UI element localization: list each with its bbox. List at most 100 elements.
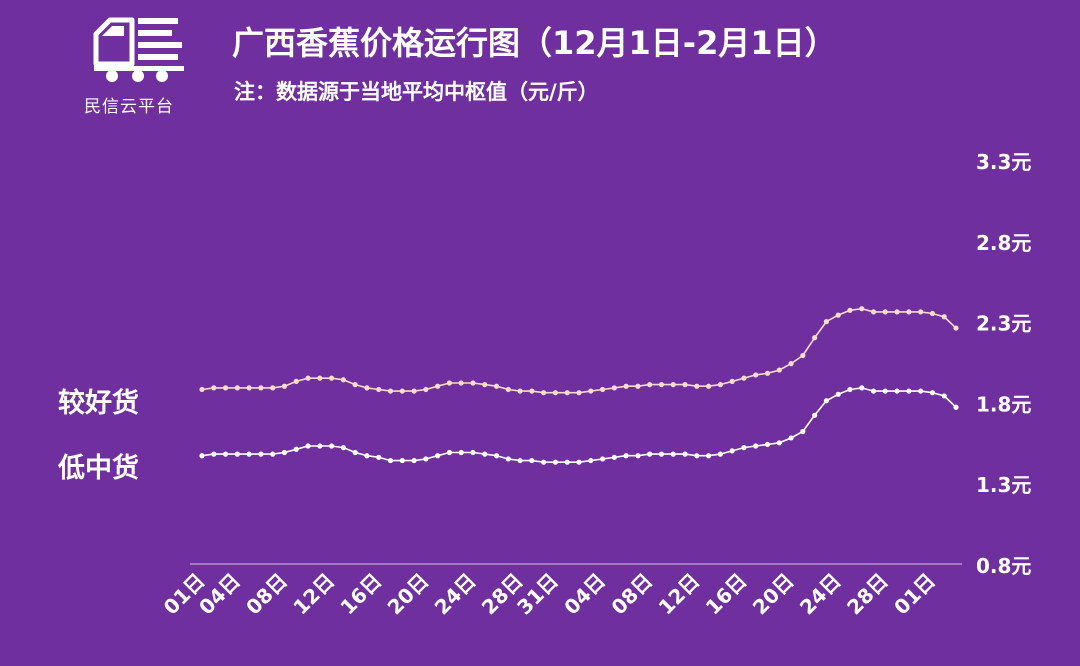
- data-point: [435, 453, 441, 459]
- chart-title: 广西香蕉价格运行图（12月1日-2月1日）: [232, 24, 837, 62]
- series-label-lower: 低中货: [58, 453, 139, 484]
- data-point: [906, 309, 912, 315]
- chart-subtitle: 注：数据源于当地平均中枢值（元/斤）: [234, 80, 599, 104]
- data-point: [446, 449, 453, 456]
- data-point: [800, 428, 806, 435]
- data-point: [823, 319, 830, 325]
- data-point: [635, 383, 641, 389]
- data-point: [517, 388, 523, 394]
- data-point: [588, 388, 594, 394]
- data-point: [776, 440, 782, 446]
- y-tick-label: 0.8元: [976, 554, 1031, 578]
- data-point: [199, 386, 205, 393]
- data-point: [611, 454, 617, 460]
- data-point: [552, 459, 559, 465]
- data-point: [753, 443, 759, 449]
- x-tick-label: 12日: [288, 569, 339, 620]
- y-tick-label: 2.3元: [976, 312, 1031, 336]
- data-point: [623, 383, 629, 389]
- data-point: [317, 375, 323, 381]
- x-tick-label: 01日: [889, 569, 940, 620]
- data-point: [918, 388, 924, 394]
- data-point: [364, 385, 370, 391]
- y-tick-label: 1.3元: [976, 473, 1031, 497]
- data-point: [446, 380, 453, 386]
- data-point: [929, 390, 936, 396]
- data-point: [953, 325, 959, 331]
- data-point: [505, 456, 511, 462]
- brand-logo: 民信云平台: [78, 12, 198, 117]
- data-point: [788, 361, 794, 367]
- data-point: [588, 457, 594, 464]
- data-point: [694, 383, 700, 389]
- data-point: [529, 388, 535, 394]
- data-point: [599, 456, 606, 462]
- x-tick-label: 08日: [606, 569, 657, 620]
- data-point: [328, 375, 335, 381]
- x-tick-label: 04日: [194, 569, 245, 620]
- data-point: [281, 383, 288, 389]
- data-point: [764, 441, 771, 448]
- data-point: [211, 385, 217, 391]
- data-point: [564, 390, 570, 396]
- data-point: [246, 451, 252, 457]
- data-point: [517, 457, 523, 464]
- data-point: [694, 453, 700, 459]
- data-point: [541, 390, 547, 396]
- data-point: [211, 451, 217, 457]
- data-point: [364, 453, 370, 459]
- data-point: [859, 385, 865, 391]
- data-point: [835, 312, 841, 318]
- data-point: [753, 372, 759, 378]
- data-point: [387, 388, 394, 394]
- data-point: [435, 383, 441, 389]
- data-point: [376, 386, 382, 393]
- data-point: [847, 307, 853, 313]
- data-point: [882, 309, 888, 315]
- data-point: [682, 382, 688, 388]
- data-point: [729, 378, 735, 384]
- data-point: [281, 449, 288, 456]
- data-point: [576, 390, 582, 396]
- data-point: [823, 398, 830, 404]
- data-point: [270, 451, 276, 457]
- data-point: [352, 382, 358, 388]
- series-label-better: 较好货: [58, 388, 139, 419]
- data-point: [458, 380, 464, 386]
- x-tick-label: 28日: [842, 569, 893, 620]
- data-point: [552, 390, 559, 396]
- data-point: [870, 388, 877, 394]
- data-point: [705, 383, 712, 389]
- data-point: [906, 388, 912, 394]
- data-point: [741, 375, 747, 381]
- data-point: [423, 456, 429, 462]
- data-point: [941, 314, 947, 320]
- logo-text: 民信云平台: [84, 97, 174, 117]
- data-point: [352, 449, 358, 456]
- data-point: [741, 445, 747, 451]
- data-point: [717, 451, 723, 457]
- data-point: [894, 388, 900, 394]
- data-point: [599, 386, 606, 393]
- data-point: [894, 309, 900, 315]
- data-point: [835, 391, 841, 397]
- data-point: [670, 451, 676, 457]
- data-point: [470, 449, 476, 456]
- data-point: [482, 382, 488, 388]
- x-tick-label: 16日: [701, 569, 752, 620]
- data-point: [705, 453, 712, 459]
- x-tick-label: 16日: [335, 569, 386, 620]
- data-point: [258, 385, 264, 391]
- data-point: [529, 457, 535, 464]
- data-point: [399, 388, 405, 394]
- data-point: [222, 451, 229, 457]
- data-point: [376, 454, 382, 460]
- data-point: [493, 453, 500, 459]
- data-point: [340, 377, 346, 383]
- data-point: [918, 309, 924, 315]
- y-tick-label: 1.8元: [976, 392, 1031, 416]
- data-point: [293, 446, 299, 452]
- x-tick-label: 04日: [559, 569, 610, 620]
- data-point: [328, 443, 335, 449]
- data-point: [941, 393, 947, 399]
